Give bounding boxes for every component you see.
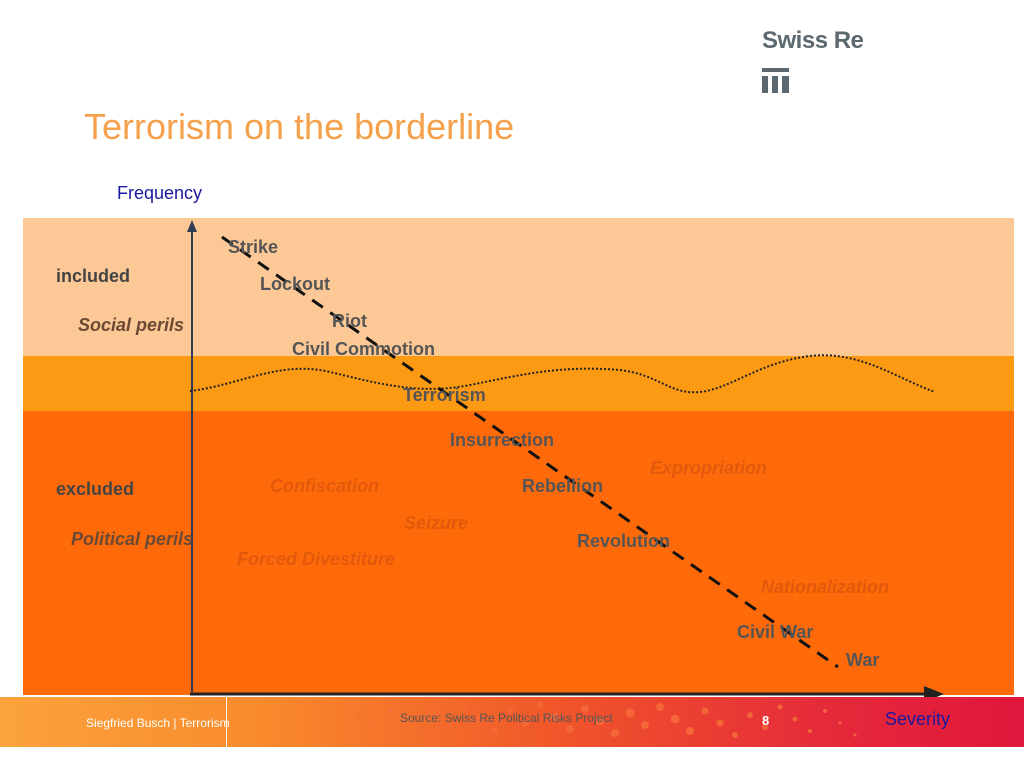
footer-dot-pattern (358, 701, 857, 738)
peril-expropriation: Expropriation (650, 458, 768, 478)
band-borderline (23, 356, 1014, 411)
peril-nationalization: Nationalization (761, 577, 890, 597)
peril-terrorism: Terrorism (403, 385, 486, 405)
footer-source: Source: Swiss Re Political Risks Project (400, 711, 613, 725)
severity-trend-line (221, 235, 839, 669)
peril-rebellion: Rebellion (522, 476, 604, 496)
slide-title: Terrorism on the borderline (84, 106, 515, 147)
peril-forced-divestiture: Forced Divestiture (237, 549, 396, 569)
peril-revolution: Revolution (577, 531, 670, 551)
peril-seizure: Seizure (404, 513, 469, 533)
x-axis-label: Severity (885, 709, 951, 729)
included-label: included (56, 266, 131, 286)
borderline-wave (189, 354, 936, 394)
footer-bar (0, 697, 1024, 747)
social-perils-label: Social perils (78, 315, 185, 335)
y-axis-label: Frequency (117, 183, 203, 203)
peril-lockout: Lockout (260, 274, 330, 294)
peril-war: War (846, 650, 880, 670)
peril-insurrection: Insurrection (450, 430, 555, 450)
peril-civil-war: Civil War (737, 622, 814, 642)
excluded-label: excluded (56, 479, 135, 499)
peril-confiscation: Confiscation (270, 476, 380, 496)
swiss-re-logo-icon (762, 68, 789, 93)
brand-name: Swiss Re (762, 27, 864, 54)
peril-riot: Riot (332, 311, 367, 331)
band-included (23, 218, 1014, 356)
y-axis-arrowhead (187, 220, 197, 232)
band-excluded (23, 411, 1014, 695)
footer-divider (226, 697, 227, 747)
peril-strike: Strike (228, 237, 279, 257)
peril-civil-commotion: Civil Commotion (292, 339, 435, 359)
footer-author: Siegfried Busch | Terrorism (86, 716, 230, 730)
political-perils-label: Political perils (71, 529, 194, 549)
page-number: 8 (762, 713, 770, 728)
